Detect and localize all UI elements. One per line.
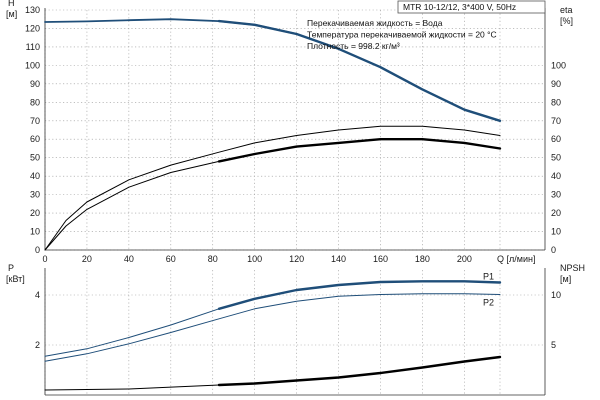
left-tick-0-5: 50: [30, 153, 40, 163]
x-tick-7: 140: [331, 254, 346, 264]
left-tick-0-13: 130: [25, 5, 40, 15]
left-axis-label-1: P: [8, 263, 14, 273]
condition-line-1: Температура перекачиваемой жидкости = 20…: [307, 30, 497, 40]
right-tick-0-3: 30: [551, 190, 561, 200]
right-tick-0-2: 20: [551, 208, 561, 218]
right-tick-0-0: 0: [551, 245, 556, 255]
x-tick-3: 60: [166, 254, 176, 264]
left-tick-1-0: 2: [35, 340, 40, 350]
right-axis-unit-0: [%]: [560, 16, 573, 26]
condition-line-2: Плотность = 998.2 кг/м³: [307, 41, 400, 51]
condition-line-0: Перекачиваемая жидкость = Вода: [307, 18, 443, 28]
left-tick-0-9: 90: [30, 79, 40, 89]
left-tick-0-3: 30: [30, 190, 40, 200]
left-tick-0-8: 80: [30, 97, 40, 107]
title-frame: [397, 0, 546, 14]
left-tick-0-11: 110: [26, 42, 40, 52]
right-tick-0-4: 40: [551, 171, 561, 181]
right-tick-1-0: 5: [551, 340, 556, 350]
left-tick-0-7: 70: [30, 116, 40, 126]
right-tick-0-9: 90: [551, 79, 561, 89]
left-tick-0-12: 120: [25, 23, 40, 33]
series-line-0-1: [44, 125, 501, 251]
series-operating-0-2: [217, 138, 502, 163]
right-axis-label-0: eta: [560, 5, 573, 15]
right-tick-0-7: 70: [551, 116, 561, 126]
left-tick-0-10: 100: [25, 60, 40, 70]
x-axis-label: Q [л/мин]: [497, 254, 535, 264]
left-axis-label-0: H: [8, 0, 15, 8]
left-tick-1-1: 4: [35, 290, 40, 300]
x-tick-6: 120: [289, 254, 304, 264]
right-tick-0-5: 50: [551, 153, 561, 163]
x-tick-0: 0: [42, 254, 47, 264]
series-line-1-2: [44, 356, 501, 391]
panel-0: [44, 8, 546, 251]
left-tick-0-0: 0: [35, 245, 40, 255]
left-axis-unit-1: [кВт]: [6, 274, 25, 284]
right-tick-0-10: 100: [551, 60, 566, 70]
left-tick-0-2: 20: [30, 208, 40, 218]
right-tick-0-1: 10: [551, 227, 561, 237]
series-operating-0-0: [217, 19, 502, 122]
series-label-p2: P2: [483, 298, 494, 308]
left-tick-0-4: 40: [30, 171, 40, 181]
left-tick-0-6: 60: [30, 134, 40, 144]
x-tick-8: 160: [373, 254, 388, 264]
series-line-1-1: [44, 293, 501, 362]
right-tick-0-8: 80: [551, 97, 561, 107]
panel-1: [44, 268, 546, 396]
x-tick-10: 200: [457, 254, 472, 264]
x-tick-9: 180: [415, 254, 430, 264]
right-tick-1-1: 10: [551, 290, 561, 300]
right-axis-unit-1: [м]: [560, 274, 571, 284]
left-axis-unit-0: [м]: [6, 9, 17, 19]
series-operating-1-2: [217, 355, 502, 387]
series-label-p1: P1: [483, 272, 494, 282]
x-tick-5: 100: [247, 254, 262, 264]
x-tick-4: 80: [208, 254, 218, 264]
chart-title: MTR 10-12/12, 3*400 V, 50Hz: [403, 2, 516, 12]
series-operating-1-0: [217, 280, 502, 310]
left-tick-0-1: 10: [30, 227, 40, 237]
right-axis-label-1: NPSH: [560, 263, 585, 273]
x-tick-2: 40: [124, 254, 134, 264]
right-tick-0-6: 60: [551, 134, 561, 144]
x-tick-1: 20: [82, 254, 92, 264]
